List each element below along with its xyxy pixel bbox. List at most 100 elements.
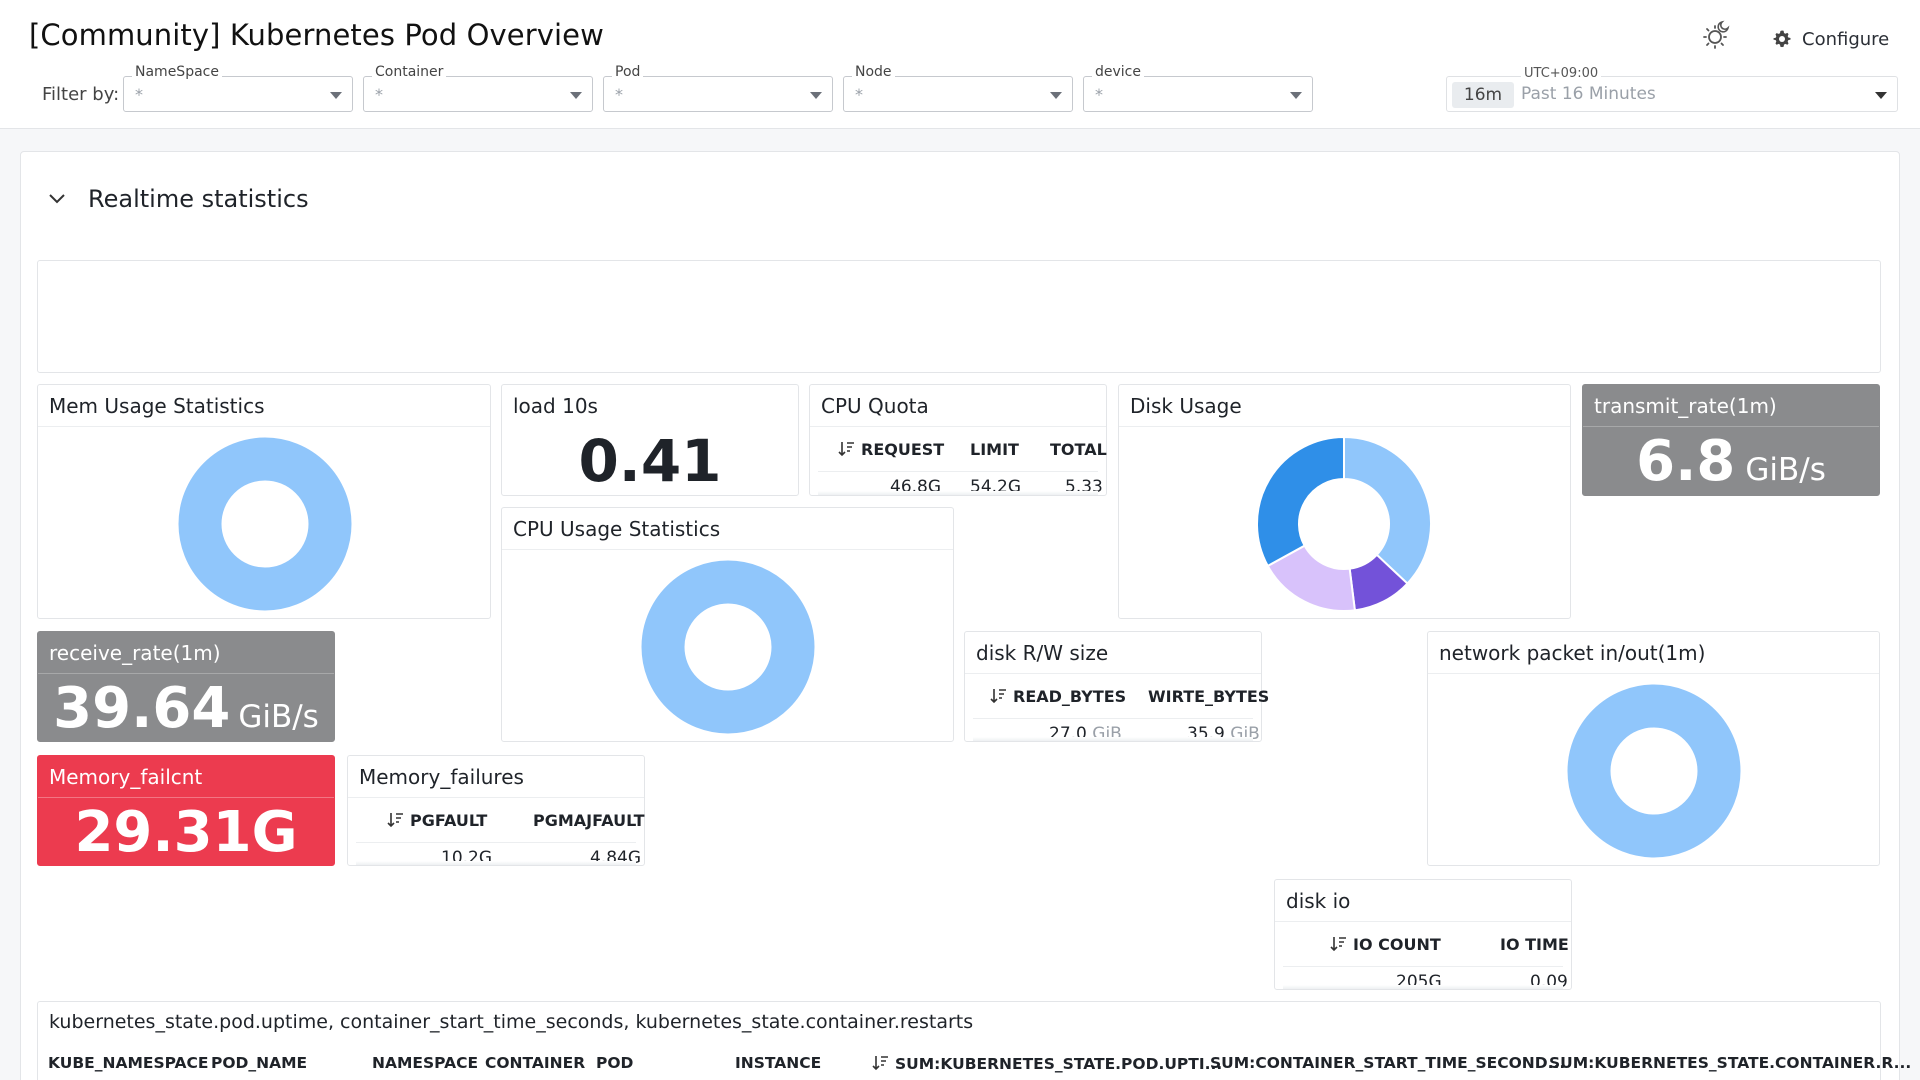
- column-header[interactable]: READ_BYTES: [989, 687, 1126, 706]
- cell-value: 4.84G: [590, 848, 642, 868]
- empty-widget: [37, 260, 1881, 373]
- widget-title: transmit_rate(1m): [1594, 394, 1777, 418]
- section-title: Realtime statistics: [88, 185, 309, 213]
- column-header[interactable]: IO COUNT: [1329, 935, 1441, 954]
- chevron-down-icon: [1050, 92, 1062, 99]
- disk-usage-widget[interactable]: Disk Usage: [1118, 384, 1571, 619]
- column-header[interactable]: LIMIT: [970, 440, 1019, 459]
- load-value: 0.41: [578, 427, 722, 495]
- namespace-filter[interactable]: NameSpace *: [123, 64, 353, 112]
- column-header[interactable]: REQUEST: [837, 440, 944, 459]
- pod-filter[interactable]: Pod *: [603, 64, 833, 112]
- widget-title: Memory_failcnt: [49, 765, 203, 789]
- column-header[interactable]: WIRTE_BYTES: [1148, 687, 1270, 706]
- column-header[interactable]: PGFAULT: [386, 811, 487, 830]
- device-filter[interactable]: device *: [1083, 64, 1313, 112]
- configure-label: Configure: [1802, 28, 1890, 50]
- query-value-table: IO COUNT IO TIME 205G 0.09: [1275, 924, 1571, 992]
- memory-failures-widget[interactable]: Memory_failures PGFAULT PGMAJFAULT 10.2G…: [347, 755, 645, 868]
- filter-label: Pod: [612, 64, 644, 80]
- chevron-down-icon: [1290, 92, 1302, 99]
- chevron-down-icon: [1875, 92, 1887, 99]
- memory-failcnt-widget[interactable]: Memory_failcnt 29.31G: [37, 755, 335, 866]
- column-header[interactable]: SUM:KUBERNETES_STATE.CONTAINER.R...: [1549, 1054, 1912, 1072]
- filter-value: *: [615, 85, 623, 104]
- widget-title: disk io: [1286, 889, 1351, 913]
- disk-usage-slice-0[interactable]: [1343, 436, 1432, 585]
- cell-value: 35.9 GiB: [1187, 724, 1260, 744]
- cell-value: 0.09: [1530, 972, 1568, 992]
- transmit-rate-value: 6.8 GiB/s: [1636, 429, 1826, 494]
- column-header[interactable]: POD_NAME: [211, 1054, 308, 1072]
- column-header[interactable]: POD: [596, 1054, 634, 1072]
- time-badge: 16m: [1452, 82, 1514, 108]
- column-header[interactable]: CONTAINER: [485, 1054, 586, 1072]
- network-packet-donut: [1567, 684, 1741, 858]
- widget-title: network packet in/out(1m): [1439, 641, 1706, 665]
- widget-title: CPU Quota: [821, 394, 929, 418]
- column-header[interactable]: INSTANCE: [735, 1054, 822, 1072]
- network-packet-widget[interactable]: network packet in/out(1m): [1427, 631, 1880, 866]
- theme-toggle-icon[interactable]: [1700, 18, 1734, 52]
- mem-usage-widget[interactable]: Mem Usage Statistics: [37, 384, 491, 619]
- column-header[interactable]: PGMAJFAULT: [533, 811, 645, 830]
- sort-icon: [1330, 937, 1346, 952]
- filter-value: *: [135, 85, 143, 104]
- filter-by-label: Filter by:: [42, 84, 120, 105]
- sort-icon: [838, 442, 854, 457]
- transmit-rate-widget[interactable]: transmit_rate(1m) 6.8 GiB/s: [1582, 384, 1880, 496]
- dashboard-header: [Community] Kubernetes Pod Overview Conf…: [0, 0, 1920, 129]
- filter-value: *: [855, 85, 863, 104]
- disk-usage-donut: [1256, 436, 1432, 612]
- query-value-table: REQUEST LIMIT TOTAL 46.8G 54.2G 5.33: [810, 429, 1107, 497]
- widget-title: Mem Usage Statistics: [49, 394, 265, 418]
- cell-value: 205G: [1396, 972, 1442, 992]
- filter-label: Node: [852, 64, 895, 80]
- sort-icon: [872, 1056, 888, 1071]
- chevron-down-icon: [810, 92, 822, 99]
- cpu-quota-widget[interactable]: CPU Quota REQUEST LIMIT TOTAL 46.8G 54.2…: [809, 384, 1107, 497]
- filter-label: Container: [372, 64, 447, 80]
- widget-title: disk R/W size: [976, 641, 1109, 665]
- query-value-table: PGFAULT PGMAJFAULT 10.2G 4.84G: [348, 800, 645, 868]
- column-header[interactable]: TOTAL: [1050, 440, 1107, 459]
- filter-value: *: [1095, 85, 1103, 104]
- disk-io-widget[interactable]: disk io IO COUNT IO TIME 205G 0.09: [1274, 879, 1572, 992]
- chevron-down-icon: [570, 92, 582, 99]
- column-header[interactable]: SUM:KUBERNETES_STATE.POD.UPTI...: [871, 1054, 1222, 1073]
- chevron-down-icon: [330, 92, 342, 99]
- receive-rate-value: 39.64 GiB/s: [53, 676, 319, 741]
- node-filter[interactable]: Node *: [843, 64, 1073, 112]
- cell-value: 10.2G: [441, 848, 493, 868]
- filter-value: *: [375, 85, 383, 104]
- filter-label: NameSpace: [132, 64, 222, 80]
- widget-title: kubernetes_state.pod.uptime, container_s…: [49, 1011, 974, 1033]
- memory-failcnt-value: 29.31G: [74, 800, 298, 865]
- widget-title: receive_rate(1m): [49, 641, 221, 665]
- column-header[interactable]: SUM:CONTAINER_START_TIME_SECOND...: [1210, 1054, 1566, 1072]
- configure-button[interactable]: Configure: [1772, 24, 1889, 54]
- cpu-usage-donut: [641, 560, 815, 734]
- widget-title: Memory_failures: [359, 765, 524, 789]
- widget-title: CPU Usage Statistics: [513, 517, 721, 541]
- filter-label: device: [1092, 64, 1144, 80]
- time-range-value: Past 16 Minutes: [1521, 84, 1656, 104]
- page-title: [Community] Kubernetes Pod Overview: [29, 18, 604, 52]
- sort-icon: [387, 813, 403, 828]
- widget-title: Disk Usage: [1130, 394, 1242, 418]
- receive-rate-widget[interactable]: receive_rate(1m) 39.64 GiB/s: [37, 631, 335, 742]
- cell-value: 27.0 GiB: [1049, 724, 1122, 744]
- pod-table-widget[interactable]: kubernetes_state.pod.uptime, container_s…: [37, 1001, 1911, 1080]
- container-filter[interactable]: Container *: [363, 64, 593, 112]
- column-header[interactable]: KUBE_NAMESPACE: [48, 1054, 209, 1072]
- timezone-label: UTC+09:00: [1521, 66, 1602, 81]
- section-toggle[interactable]: Realtime statistics: [48, 185, 309, 213]
- load-widget[interactable]: load 10s 0.41: [501, 384, 799, 496]
- column-header[interactable]: NAMESPACE: [372, 1054, 479, 1072]
- cpu-usage-widget[interactable]: CPU Usage Statistics: [501, 507, 954, 742]
- time-range-picker[interactable]: UTC+09:00 16m Past 16 Minutes: [1446, 66, 1898, 112]
- disk-usage-slice-3[interactable]: [1256, 436, 1345, 568]
- column-header[interactable]: IO TIME: [1500, 935, 1569, 954]
- gear-icon: [1773, 30, 1791, 48]
- disk-rw-widget[interactable]: disk R/W size READ_BYTES WIRTE_BYTES 27.…: [964, 631, 1269, 744]
